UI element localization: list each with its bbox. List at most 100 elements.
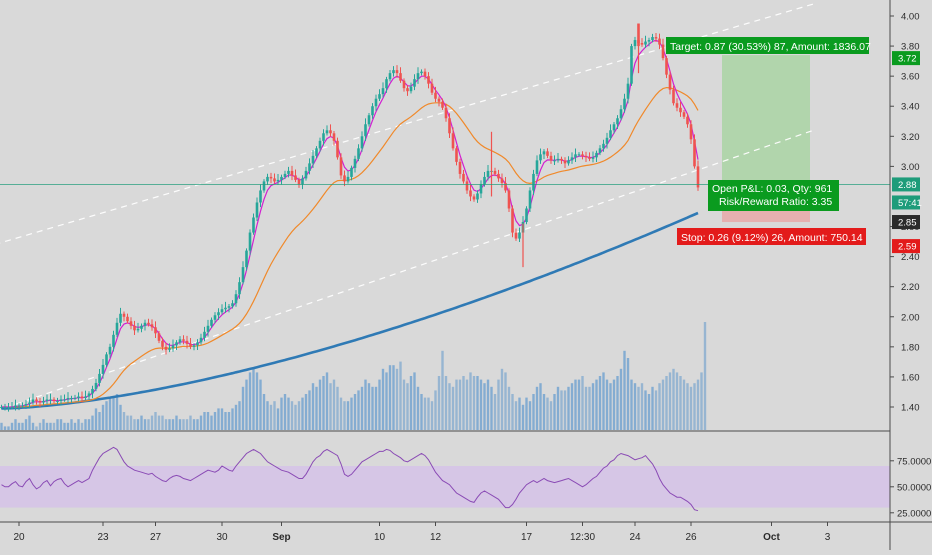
candle-body	[546, 151, 549, 156]
volume-bar	[483, 383, 486, 430]
volume-bar	[255, 372, 259, 430]
candle-body	[297, 179, 301, 185]
candle-body	[479, 184, 483, 194]
candle-body	[462, 173, 465, 182]
volume-bar	[220, 408, 224, 430]
volume-bar	[213, 412, 217, 430]
candle-body	[332, 133, 336, 141]
x-tick-label: 12:30	[570, 532, 595, 543]
volume-bar	[38, 422, 42, 430]
candle-body	[420, 71, 423, 74]
volume-bar	[318, 379, 322, 430]
candle-body	[553, 160, 556, 162]
candle-body	[675, 103, 679, 108]
volume-bar	[619, 368, 623, 430]
candle-body	[686, 116, 689, 125]
candle-body	[647, 40, 651, 42]
candle-body	[434, 92, 437, 99]
time-axis[interactable]: 20 23 27 30 Sep 10 12 17 12:30 24 26 Oct 3	[13, 522, 831, 543]
volume-bar	[17, 422, 21, 430]
candle-body	[371, 106, 374, 116]
candle-body	[266, 176, 269, 182]
candle-body	[518, 232, 521, 239]
volume-bar	[91, 415, 94, 430]
volume-bar	[686, 383, 689, 430]
candle-body	[269, 176, 273, 179]
volume-bar	[80, 422, 84, 430]
volume-bar	[532, 394, 535, 430]
volume-bar	[42, 419, 45, 430]
candle-body	[507, 190, 511, 209]
candle-body	[385, 79, 388, 89]
rsi-axis[interactable]: 75.0000 50.0000 25.0000	[890, 456, 931, 519]
price-tag-label: 2.59	[898, 242, 917, 253]
volume-bar	[119, 404, 122, 430]
candle-body	[605, 137, 609, 144]
volume-bar	[609, 383, 612, 430]
volume-bar	[388, 365, 392, 430]
candle-body	[570, 157, 574, 161]
candle-body	[511, 208, 514, 233]
volume-bar	[178, 419, 182, 430]
volume-bar	[703, 322, 707, 430]
volume-bar	[161, 415, 164, 430]
rsi-tick-label: 50.0000	[897, 482, 931, 493]
candle-body	[623, 98, 626, 110]
candle-body	[409, 86, 413, 92]
candle-body	[374, 98, 378, 107]
candle-body	[91, 388, 94, 394]
volume-bar	[73, 422, 77, 430]
candle-body	[287, 170, 290, 174]
candle-body	[84, 396, 87, 398]
candle-body	[619, 109, 623, 119]
price-tag-label: 3.72	[898, 54, 917, 65]
candle-body	[56, 400, 59, 402]
candle-body	[220, 309, 224, 313]
y-tick-label: 3.40	[901, 102, 920, 113]
volume-bar	[234, 404, 238, 430]
candle-body	[392, 70, 395, 74]
volume-bar	[546, 397, 549, 430]
volume-bar	[518, 397, 521, 430]
blue-ma-line	[1, 211, 699, 410]
volume-bar	[395, 368, 399, 430]
rsi-line	[1, 446, 699, 512]
volume-bar	[486, 379, 490, 430]
volume-bar	[252, 368, 255, 430]
candle-body	[70, 397, 73, 399]
candle-body	[672, 89, 675, 104]
volume-bar	[689, 386, 693, 430]
candle-body	[31, 399, 35, 403]
stop-label-box	[677, 228, 866, 245]
candle-body	[143, 322, 147, 326]
magenta-line	[1, 39, 699, 408]
volume-bar	[87, 419, 91, 430]
volume-bar	[7, 426, 10, 430]
x-tick-label: Sep	[272, 532, 290, 543]
volume-bar	[315, 386, 318, 430]
candle-body	[203, 331, 206, 338]
volume-bar	[497, 379, 500, 430]
candle-body	[3, 407, 7, 408]
volume-bar	[399, 361, 402, 430]
volume-bar	[420, 394, 423, 430]
price-tag-box	[892, 195, 920, 210]
price-tag-label: 57:41	[898, 198, 922, 209]
candle-body	[378, 94, 381, 99]
candle-body	[227, 306, 231, 308]
candle-body	[77, 396, 80, 398]
candle-body	[238, 282, 241, 295]
candle-body	[336, 140, 339, 158]
candle-body	[451, 133, 455, 149]
y-tick-label: 2.00	[901, 312, 920, 323]
candle-body	[199, 337, 203, 343]
candle-body	[469, 190, 472, 197]
volume-bar	[584, 386, 588, 430]
candle-body	[395, 70, 399, 74]
volume-bar	[136, 419, 140, 430]
candle-body	[689, 124, 693, 140]
volume-bar	[448, 383, 451, 430]
volume-bar	[154, 412, 157, 430]
